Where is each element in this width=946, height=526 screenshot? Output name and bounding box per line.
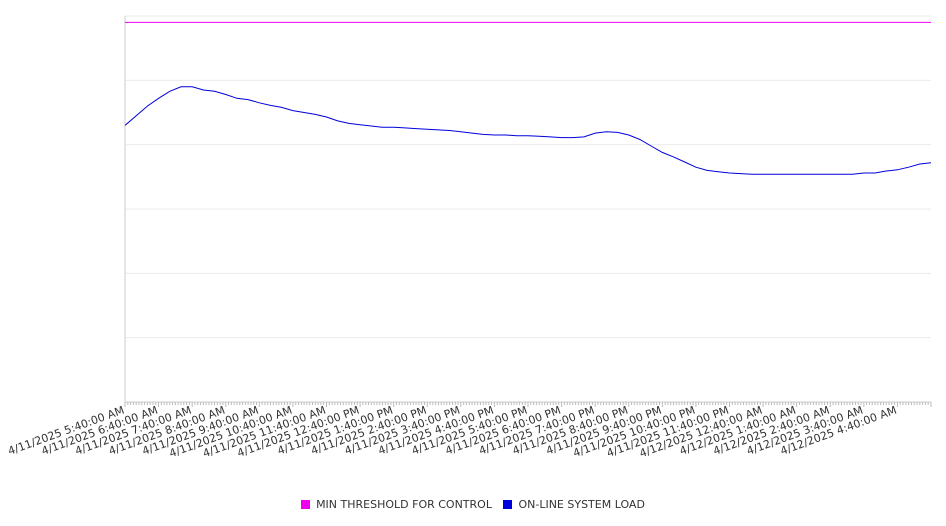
legend-label-threshold: MIN THRESHOLD FOR CONTROL bbox=[316, 498, 492, 511]
legend-swatch-threshold-icon bbox=[301, 500, 311, 509]
series-lines bbox=[124, 21, 932, 175]
grid-lines bbox=[125, 15, 931, 339]
legend-label-system-load: ON-LINE SYSTEM LOAD bbox=[518, 498, 645, 511]
legend-item-system-load: ON-LINE SYSTEM LOAD bbox=[503, 498, 645, 511]
legend: MIN THRESHOLD FOR CONTROL ON-LINE SYSTEM… bbox=[0, 498, 946, 512]
series-line-1 bbox=[124, 86, 932, 175]
x-axis-tick-labels: 4/11/2025 5:40:00 AM4/11/2025 6:40:00 AM… bbox=[6, 404, 898, 461]
legend-item-threshold: MIN THRESHOLD FOR CONTROL bbox=[301, 498, 492, 511]
x-axis-ticks bbox=[124, 402, 932, 407]
legend-swatch-system-load-icon bbox=[503, 500, 513, 509]
